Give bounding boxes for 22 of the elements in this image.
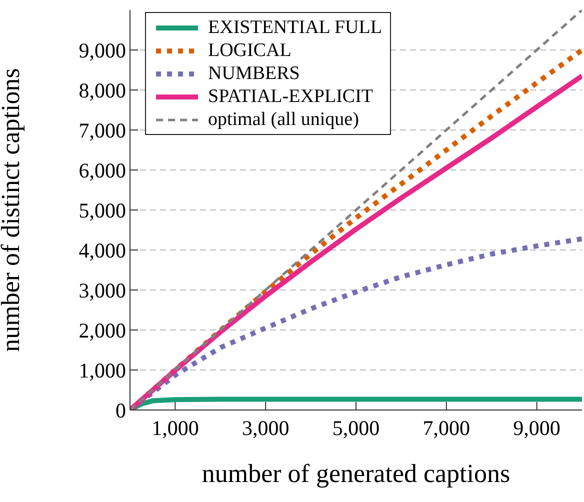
y-axis-title: number of distinct captions <box>0 68 26 352</box>
legend-label: EXISTENTIAL FULL <box>208 16 382 39</box>
x-axis-title: number of generated captions <box>202 459 510 488</box>
x-tick-label: 9,000 <box>513 416 560 440</box>
y-tick-label: 2,000 <box>78 318 126 342</box>
y-tick-label: 8,000 <box>78 78 126 102</box>
x-tick-label: 7,000 <box>422 416 470 440</box>
y-tick-label: 5,000 <box>78 198 126 222</box>
legend-label: optimal (all unique) <box>208 108 359 131</box>
x-tick-label: 5,000 <box>332 416 380 440</box>
y-tick-label: 3,000 <box>78 278 126 302</box>
legend-label: LOGICAL <box>208 39 292 62</box>
y-tick-label: 7,000 <box>78 118 126 142</box>
y-tick-label: 0 <box>116 398 126 422</box>
legend-label: SPATIAL-EXPLICIT <box>208 85 374 108</box>
y-tick-label: 4,000 <box>78 238 126 262</box>
x-tick-label: 3,000 <box>242 416 290 440</box>
legend-label: NUMBERS <box>208 62 300 85</box>
y-tick-label: 6,000 <box>78 158 126 182</box>
y-tick-label: 1,000 <box>78 358 126 382</box>
x-tick-label: 1,000 <box>152 416 199 440</box>
y-tick-label: 9,000 <box>78 38 126 62</box>
